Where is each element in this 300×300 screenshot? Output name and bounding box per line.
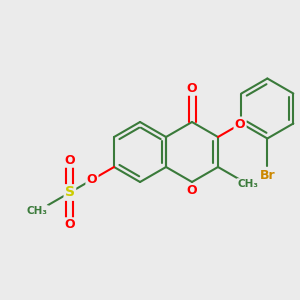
Text: O: O bbox=[64, 154, 75, 166]
Text: S: S bbox=[65, 185, 75, 200]
Text: O: O bbox=[87, 173, 97, 186]
Text: CH₃: CH₃ bbox=[27, 206, 48, 216]
Text: CH₃: CH₃ bbox=[237, 179, 258, 189]
Text: O: O bbox=[64, 218, 75, 232]
Text: Br: Br bbox=[260, 169, 275, 182]
Text: O: O bbox=[187, 184, 197, 197]
Text: O: O bbox=[235, 118, 245, 131]
Text: O: O bbox=[187, 82, 197, 94]
